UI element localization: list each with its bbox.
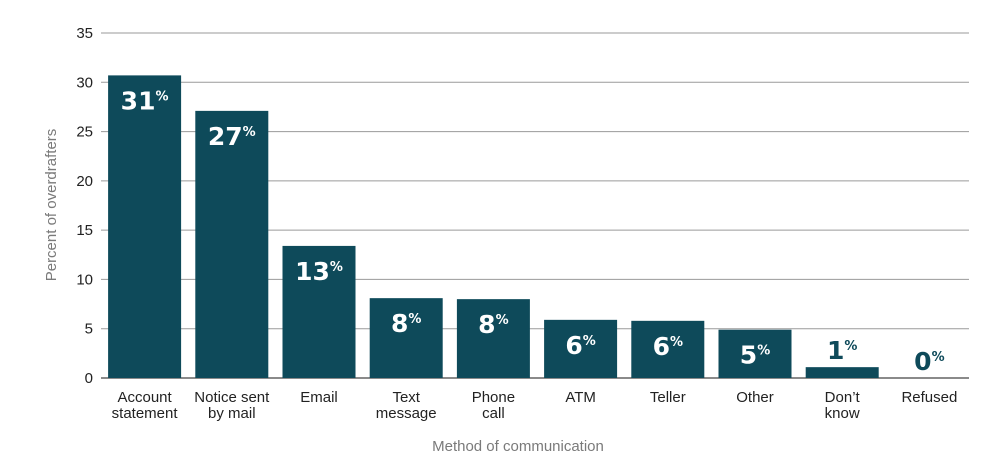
data-label-percent-sign: % bbox=[583, 334, 596, 349]
x-category-label: call bbox=[482, 405, 505, 422]
data-label-percent-sign: % bbox=[496, 313, 509, 328]
bar bbox=[456, 299, 530, 378]
data-label-percent-sign: % bbox=[670, 335, 683, 350]
data-label-value: 31 bbox=[121, 86, 156, 115]
data-label: 6% bbox=[653, 332, 683, 361]
data-label: 8% bbox=[478, 310, 508, 339]
data-label-value: 6 bbox=[653, 332, 670, 361]
x-category-label: Don’t bbox=[825, 389, 861, 406]
y-tick-label: 20 bbox=[76, 173, 93, 190]
x-category-label: statement bbox=[112, 405, 179, 422]
y-tick-label: 10 bbox=[76, 271, 93, 288]
data-label: 31% bbox=[121, 86, 169, 115]
data-labels: 31%27%13%8% 8%6% 6% 5% 1%0% bbox=[121, 86, 945, 376]
data-label-value: 13 bbox=[295, 257, 330, 286]
bar bbox=[544, 319, 618, 378]
x-category-label: by mail bbox=[208, 405, 256, 422]
data-label-value: 8 bbox=[391, 309, 408, 338]
data-label: 6% bbox=[565, 331, 595, 360]
data-label-value: 1 bbox=[827, 336, 844, 365]
y-tick-label: 15 bbox=[76, 222, 93, 239]
data-label-value: 6 bbox=[565, 331, 582, 360]
y-tick-label: 5 bbox=[85, 321, 93, 338]
data-label-percent-sign: % bbox=[757, 344, 770, 359]
x-category-label: message bbox=[376, 405, 437, 422]
y-tick-label: 25 bbox=[76, 124, 93, 141]
bar bbox=[805, 367, 879, 378]
bar bbox=[631, 320, 705, 378]
x-category-label: Refused bbox=[901, 389, 957, 406]
x-axis-title: Method of communication bbox=[432, 438, 604, 455]
data-label-value: 8 bbox=[478, 310, 495, 339]
bar bbox=[282, 245, 356, 378]
data-label-percent-sign: % bbox=[243, 125, 256, 140]
data-label-value: 0 bbox=[914, 347, 931, 376]
data-label-percent-sign: % bbox=[330, 260, 343, 275]
data-label: 8% bbox=[391, 309, 421, 338]
x-category-label: Text bbox=[392, 389, 420, 406]
data-label: 27% bbox=[208, 122, 256, 151]
x-category-label: Account bbox=[117, 389, 172, 406]
x-category-label: Phone bbox=[472, 389, 515, 406]
data-label-value: 5 bbox=[740, 341, 757, 370]
data-label-percent-sign: % bbox=[155, 89, 168, 104]
x-category-label: ATM bbox=[565, 389, 596, 406]
data-label-percent-sign: % bbox=[844, 339, 857, 354]
x-category-label: Teller bbox=[650, 389, 686, 406]
x-category-label: Other bbox=[736, 389, 774, 406]
data-label: 13% bbox=[295, 257, 343, 286]
bar bbox=[369, 298, 443, 378]
x-category-label: Email bbox=[300, 389, 338, 406]
data-label-percent-sign: % bbox=[932, 350, 945, 365]
y-tick-label: 35 bbox=[76, 25, 93, 42]
bar bbox=[108, 75, 182, 378]
data-label: 5% bbox=[740, 341, 770, 370]
y-tick-label: 0 bbox=[85, 370, 93, 387]
data-label-value: 27 bbox=[208, 122, 243, 151]
data-label: 0% bbox=[914, 347, 944, 376]
data-label-percent-sign: % bbox=[408, 312, 421, 327]
y-axis-title: Percent of overdrafters bbox=[43, 129, 60, 282]
bar bbox=[195, 110, 269, 378]
x-category-label: know bbox=[825, 405, 860, 422]
y-axis-ticks: 0 5 10 15 20 25 30 35 bbox=[76, 25, 93, 387]
y-tick-label: 30 bbox=[76, 74, 93, 91]
data-label: 1% bbox=[827, 336, 857, 365]
x-category-label: Notice sent bbox=[194, 389, 270, 406]
bar bbox=[718, 329, 792, 378]
bars bbox=[108, 75, 879, 378]
